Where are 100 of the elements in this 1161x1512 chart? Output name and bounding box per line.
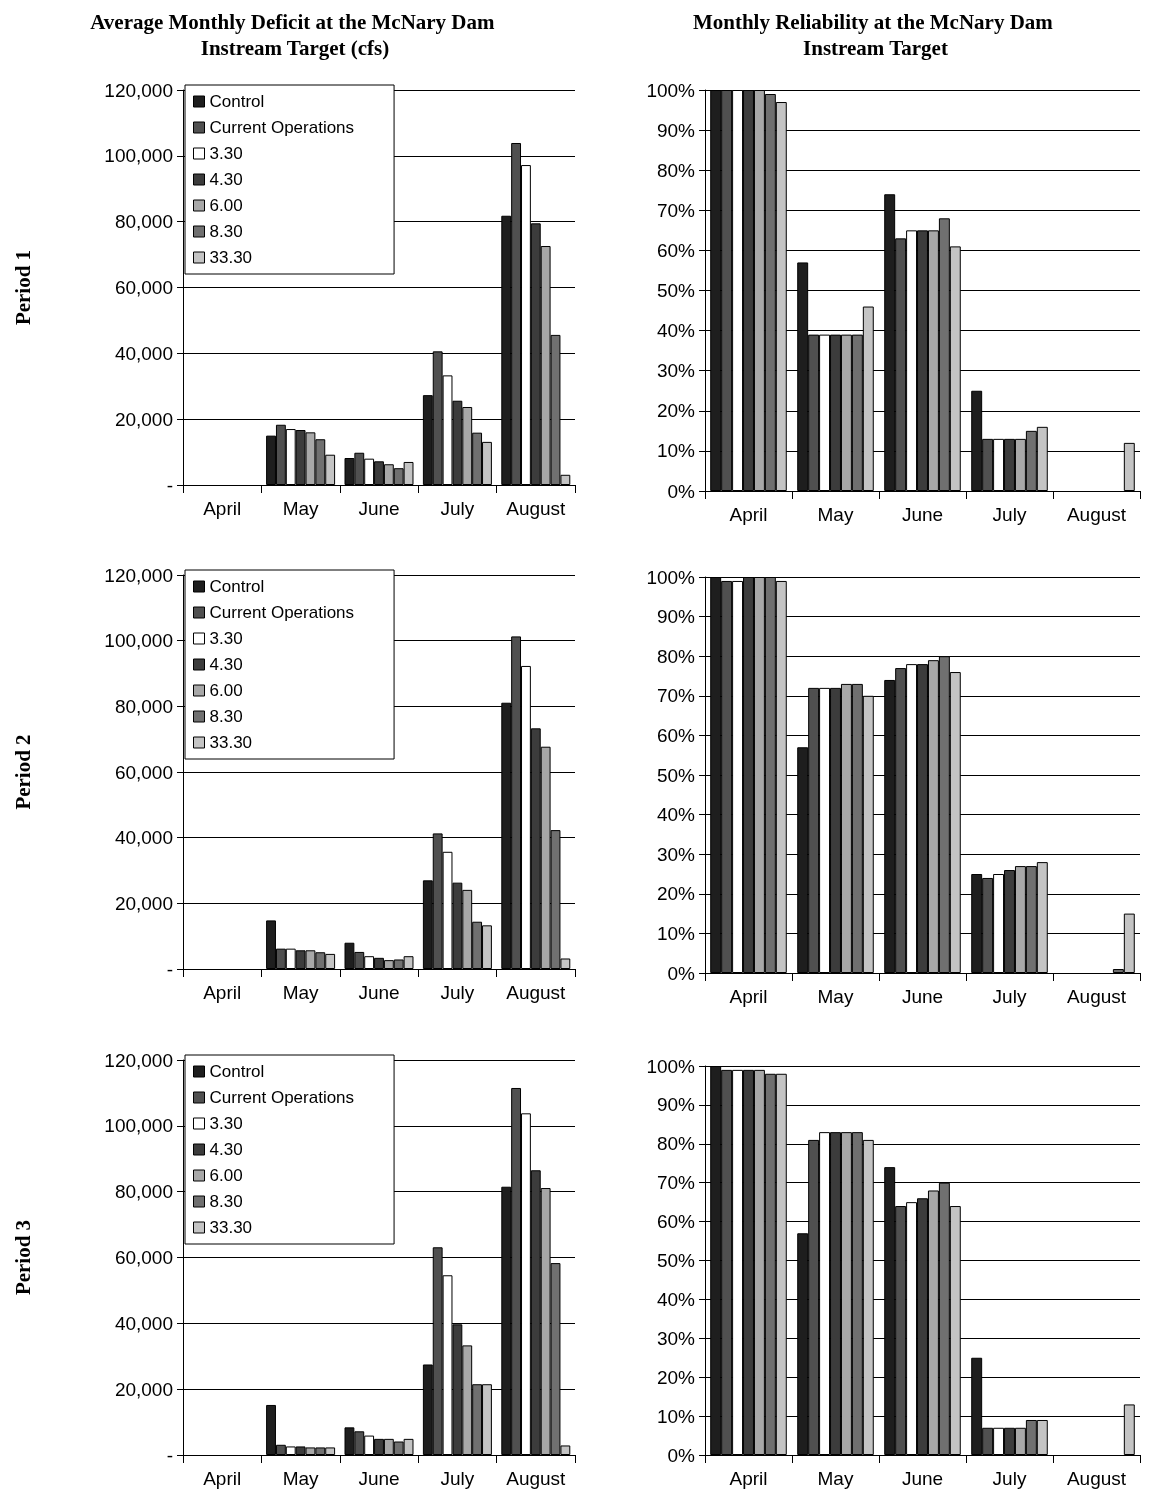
y-tick-label: 40% xyxy=(656,320,696,342)
y-tick-label: 50% xyxy=(656,280,696,301)
y-axis-title: Period 2 xyxy=(10,734,35,810)
y-tick-label: 90% xyxy=(656,119,696,141)
y-tick-label: - xyxy=(166,958,173,980)
y-tick-label: 20,000 xyxy=(114,892,173,914)
x-tick-label: May xyxy=(282,1468,320,1489)
y-tick-label: 60% xyxy=(656,1211,696,1233)
legend-label: 3.30 xyxy=(209,629,243,648)
y-tick-label: 0% xyxy=(667,480,696,502)
legend-label: 8.30 xyxy=(209,222,243,241)
y-tick-label: 100% xyxy=(646,566,696,588)
y-tick-label: - xyxy=(166,1444,173,1466)
y-tick-label: 0% xyxy=(667,962,696,984)
x-tick-label: July xyxy=(440,982,475,1003)
legend-label: Control xyxy=(209,1062,265,1081)
y-tick-label: 120,000 xyxy=(104,564,173,586)
x-tick-label: May xyxy=(817,986,854,1007)
x-tick-label: April xyxy=(729,504,768,525)
y-tick-label: 30% xyxy=(656,1327,696,1349)
x-tick-label: May xyxy=(817,1468,854,1489)
y-tick-label: 80,000 xyxy=(114,211,173,233)
y-tick-label: 90% xyxy=(656,1094,696,1116)
y-tick-label: 20,000 xyxy=(114,1378,173,1400)
legend-label: Current Operations xyxy=(209,1088,355,1107)
x-tick-label: June xyxy=(901,504,944,525)
chart-title: Average Monthly Deficit at the McNary Dam Instream Target (cfs) xyxy=(90,10,500,60)
y-tick-label: 60,000 xyxy=(114,1247,173,1268)
chart-title: Monthly Reliability at the McNary Dam Instream Target xyxy=(692,10,1059,60)
legend-label: 6.00 xyxy=(209,681,243,700)
x-tick-label: May xyxy=(282,982,320,1003)
x-tick-label: April xyxy=(203,982,242,1003)
y-tick-label: 30% xyxy=(656,360,696,382)
y-tick-label: 20% xyxy=(656,400,696,422)
x-tick-label: August xyxy=(506,498,567,519)
y-tick-label: 40,000 xyxy=(114,1312,173,1334)
y-tick-label: 100% xyxy=(646,79,696,101)
y-tick-label: 60,000 xyxy=(114,761,173,783)
y-tick-label: 120,000 xyxy=(104,79,173,101)
legend-label: Control xyxy=(209,92,265,111)
y-tick-label: 80% xyxy=(656,645,696,667)
y-tick-label: 10% xyxy=(656,1405,696,1427)
x-tick-label: June xyxy=(358,982,400,1003)
y-axis-title: Period 1 xyxy=(10,249,35,326)
y-tick-label: 0% xyxy=(667,1444,696,1466)
x-tick-label: April xyxy=(203,498,242,519)
y-tick-label: 80% xyxy=(656,159,696,181)
legend-label: Current Operations xyxy=(209,118,355,137)
legend-label: 33.30 xyxy=(209,248,253,267)
x-tick-label: July xyxy=(992,1468,1027,1489)
legend-label: 33.30 xyxy=(209,733,253,752)
y-tick-label: 20,000 xyxy=(114,408,173,430)
y-tick-label: 100,000 xyxy=(104,630,173,652)
x-tick-label: August xyxy=(1066,504,1127,525)
y-tick-label: 100,000 xyxy=(104,145,173,167)
legend-label: 3.30 xyxy=(209,1114,243,1133)
x-tick-label: August xyxy=(1066,1468,1127,1489)
y-tick-label: 80,000 xyxy=(114,1181,173,1203)
legend-label: 4.30 xyxy=(209,655,243,674)
y-tick-label: 40% xyxy=(656,1288,696,1310)
y-tick-label: 100% xyxy=(646,1055,696,1077)
x-tick-label: August xyxy=(506,982,567,1003)
y-tick-label: 10% xyxy=(656,440,696,462)
y-tick-label: 20% xyxy=(656,883,696,905)
x-tick-label: June xyxy=(901,1468,944,1489)
y-tick-label: 70% xyxy=(656,199,696,221)
legend-label: Control xyxy=(209,577,265,596)
y-tick-label: 120,000 xyxy=(104,1049,173,1071)
x-tick-label: May xyxy=(282,498,320,519)
x-tick-label: June xyxy=(901,986,944,1007)
y-tick-label: 20% xyxy=(656,1366,696,1388)
x-tick-label: April xyxy=(729,1468,768,1489)
y-tick-label: 10% xyxy=(656,922,696,944)
x-tick-label: April xyxy=(203,1468,242,1489)
y-tick-label: - xyxy=(166,474,173,496)
legend-label: Current Operations xyxy=(209,603,355,622)
y-tick-label: 80,000 xyxy=(114,695,173,717)
legend-label: 6.00 xyxy=(209,196,243,215)
y-tick-label: 60,000 xyxy=(114,277,173,298)
x-tick-label: July xyxy=(440,1468,475,1489)
y-tick-label: 40,000 xyxy=(114,827,173,849)
x-tick-label: July xyxy=(992,986,1027,1007)
y-axis-title: Period 3 xyxy=(10,1219,35,1296)
y-tick-label: 90% xyxy=(656,606,696,628)
y-tick-label: 60% xyxy=(656,239,696,261)
x-tick-label: April xyxy=(729,986,768,1007)
y-tick-label: 70% xyxy=(656,1172,696,1194)
x-tick-label: August xyxy=(506,1468,567,1489)
y-tick-label: 100,000 xyxy=(104,1115,173,1137)
x-tick-label: June xyxy=(358,1468,400,1489)
legend-label: 4.30 xyxy=(209,1140,243,1159)
y-tick-label: 40% xyxy=(656,804,696,826)
x-tick-label: May xyxy=(817,504,854,525)
legend-label: 6.00 xyxy=(209,1166,243,1185)
y-tick-label: 30% xyxy=(656,843,696,865)
y-tick-label: 80% xyxy=(656,1133,696,1155)
x-tick-label: June xyxy=(358,498,400,519)
y-tick-label: 70% xyxy=(656,685,696,707)
y-tick-label: 60% xyxy=(656,724,696,746)
x-tick-label: July xyxy=(992,504,1027,525)
